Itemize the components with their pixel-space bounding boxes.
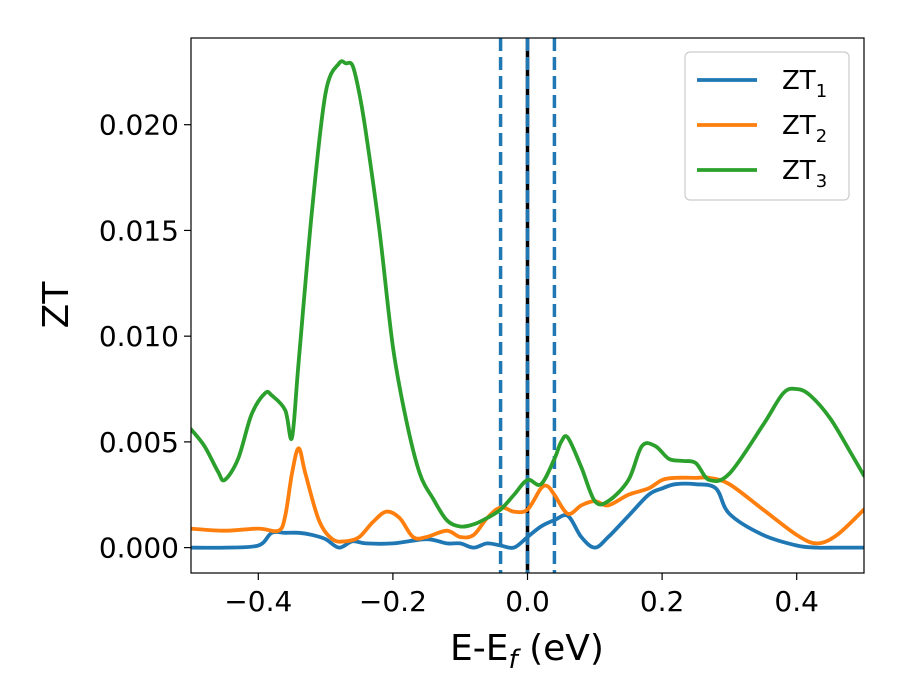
y-tick-label: 0.000 bbox=[99, 532, 179, 565]
x-tick-label: −0.2 bbox=[359, 585, 427, 618]
legend-label-zt2: ZT2 bbox=[782, 111, 827, 147]
y-tick-label: 0.015 bbox=[99, 214, 179, 247]
y-tick-label: 0.020 bbox=[99, 109, 179, 142]
y-axis-ticks: 0.000 0.005 0.010 0.015 0.020 bbox=[99, 109, 191, 565]
legend-label-zt1: ZT1 bbox=[782, 66, 827, 102]
legend-label-zt3: ZT3 bbox=[782, 156, 827, 192]
series-line-zt1 bbox=[191, 481, 864, 550]
y-tick-label: 0.010 bbox=[99, 320, 179, 353]
legend-box bbox=[684, 51, 850, 201]
x-axis-label: E-Ef (eV) bbox=[450, 628, 604, 675]
series-lines bbox=[191, 59, 864, 550]
reference-lines bbox=[498, 38, 557, 573]
y-axis-label: ZT bbox=[36, 281, 77, 329]
y-tick-label: 0.005 bbox=[99, 426, 179, 459]
x-tick-label: 0.0 bbox=[505, 585, 550, 618]
legend: ZT1 ZT2 ZT3 bbox=[684, 51, 850, 201]
x-axis-ticks: −0.4 −0.2 0.0 0.2 0.4 bbox=[224, 573, 819, 618]
x-axis-label-unit: (eV) bbox=[518, 628, 604, 669]
series-line-zt3 bbox=[191, 59, 864, 529]
x-tick-label: 0.4 bbox=[774, 585, 819, 618]
x-tick-label: 0.2 bbox=[640, 585, 685, 618]
x-tick-label: −0.4 bbox=[224, 585, 292, 618]
